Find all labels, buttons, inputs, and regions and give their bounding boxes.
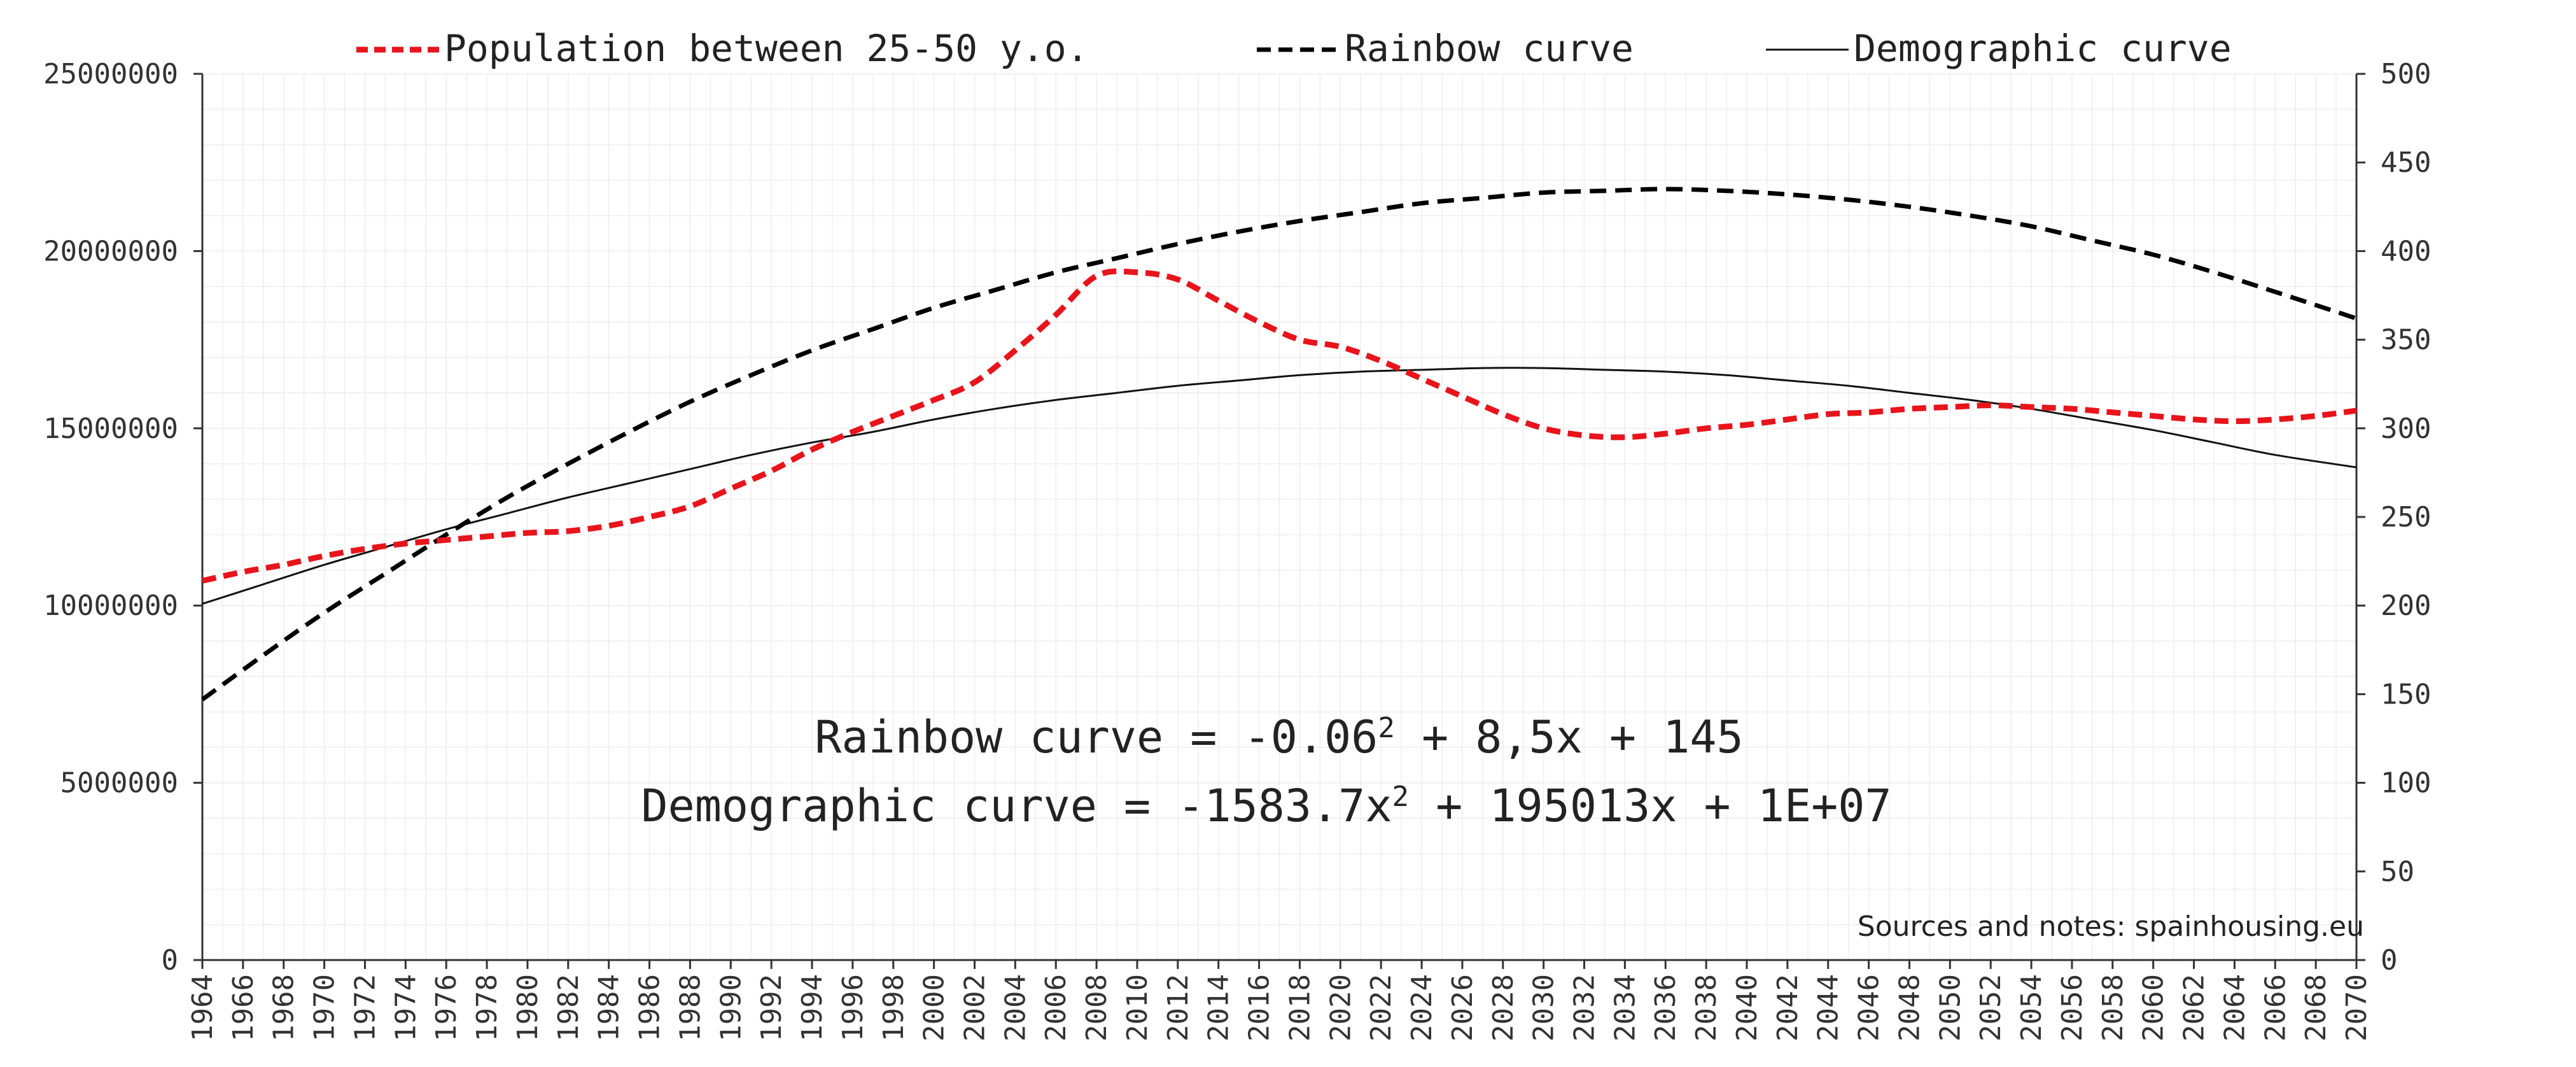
x-tick-label: 2010 <box>1121 974 1154 1042</box>
y2-tick-label: 250 <box>2381 501 2431 534</box>
x-tick-label: 2044 <box>1812 974 1845 1042</box>
rainbow-equation: Rainbow curve = -0.062 + 8,5x + 145 <box>815 711 1743 763</box>
x-tick-label: 1988 <box>674 974 706 1042</box>
x-tick-label: 2036 <box>1649 974 1682 1042</box>
x-tick-label: 2026 <box>1446 974 1479 1042</box>
population-between-25-50-y-o-line <box>202 268 2357 584</box>
x-tick-label: 2006 <box>1040 974 1072 1042</box>
y2-tick-label: 400 <box>2381 235 2431 267</box>
legend-label-demographic-curve: Demographic curve <box>1854 27 2232 70</box>
x-tick-label: 1992 <box>755 974 788 1042</box>
x-tick-label: 2060 <box>2138 974 2170 1042</box>
y2-tick-label: 150 <box>2381 678 2431 710</box>
rainbow-equation-tail: + 8,5x + 145 <box>1395 711 1744 763</box>
x-tick-label: 1976 <box>430 974 463 1042</box>
series <box>200 187 2358 702</box>
y-tick-label: 10000000 <box>43 590 178 622</box>
x-tick-label: 1996 <box>837 974 869 1042</box>
x-tick-label: 2028 <box>1487 974 1520 1042</box>
annotations: Rainbow curve = -0.062 + 8,5x + 145 Demo… <box>641 711 2364 943</box>
x-tick-label: 1966 <box>227 974 260 1042</box>
x-tick-label: 2014 <box>1203 974 1235 1042</box>
x-tick-label: 1964 <box>186 974 219 1042</box>
x-tick-label: 2000 <box>918 974 951 1042</box>
x-tick-label: 2038 <box>1690 974 1723 1042</box>
x-tick-label: 2052 <box>1975 974 2007 1042</box>
x-tick-label: 2012 <box>1162 974 1194 1042</box>
y2-tick-label: 300 <box>2381 413 2431 445</box>
x-tick-label: 2008 <box>1081 974 1113 1042</box>
x-tick-label: 1968 <box>268 974 300 1042</box>
demographic-equation: Demographic curve = -1583.7x2 + 195013x … <box>641 780 1891 832</box>
y2-tick-label: 50 <box>2381 856 2414 888</box>
demographic-curve-line <box>202 367 2357 605</box>
x-tick-label: 1974 <box>389 974 422 1042</box>
x-tick-label: 2068 <box>2300 974 2332 1042</box>
x-tick-label: 2048 <box>1893 974 1926 1042</box>
y-tick-label: 15000000 <box>43 413 178 445</box>
x-tick-label: 2042 <box>1772 974 1804 1042</box>
x-tick-label: 2024 <box>1406 974 1438 1042</box>
x-tick-label: 2064 <box>2218 974 2251 1042</box>
demographic-equation-tail: + 195013x + 1E+07 <box>1409 780 1892 832</box>
demographic-equation-superscript: 2 <box>1392 781 1409 813</box>
y-tick-label: 25000000 <box>43 58 178 90</box>
x-tick-label: 2056 <box>2056 974 2089 1042</box>
x-tick-label: 1980 <box>512 974 544 1042</box>
x-tick-label: 1986 <box>634 974 666 1042</box>
x-tick-label: 2030 <box>1528 974 1560 1042</box>
y2-tick-label: 200 <box>2381 590 2431 622</box>
x-tick-label: 1990 <box>715 974 747 1042</box>
y2-tick-label: 100 <box>2381 767 2431 800</box>
source-note: Sources and notes: spainhousing.eu <box>1858 910 2364 943</box>
legend: Population between 25-50 y.o. Rainbow cur… <box>356 27 2232 70</box>
y-tick-label: 5000000 <box>60 767 178 800</box>
x-tick-label: 2062 <box>2178 974 2211 1042</box>
x-tick-label: 2034 <box>1609 974 1641 1042</box>
x-tick-label: 1972 <box>349 974 381 1042</box>
x-tick-label: 2040 <box>1731 974 1763 1042</box>
y-tick-label: 20000000 <box>43 235 178 267</box>
y2-tick-label: 0 <box>2381 944 2398 977</box>
x-tick-label: 2022 <box>1365 974 1397 1042</box>
x-tick-label: 2070 <box>2341 974 2373 1042</box>
x-tick-label: 2032 <box>1569 974 1601 1042</box>
rainbow-curve-line <box>200 187 2358 702</box>
y2-tick-label: 500 <box>2381 58 2431 90</box>
y2-tick-label: 350 <box>2381 324 2431 357</box>
x-tick-label: 2046 <box>1853 974 1886 1042</box>
legend-label-population-between-25-50-y-o: Population between 25-50 y.o. <box>444 27 1089 70</box>
x-tick-label: 1970 <box>309 974 341 1042</box>
x-tick-label: 1978 <box>471 974 503 1042</box>
x-tick-label: 2020 <box>1324 974 1357 1042</box>
x-tick-label: 2018 <box>1284 974 1316 1042</box>
x-tick-label: 2002 <box>958 974 991 1042</box>
x-tick-label: 1984 <box>593 974 626 1042</box>
x-tick-label: 2058 <box>2097 974 2129 1042</box>
x-tick-label: 2050 <box>1934 974 1966 1042</box>
grid <box>202 73 2357 961</box>
axes: 0 5000000 10000000 15000000 20000000 25000000… <box>43 58 2431 1042</box>
x-tick-label: 2066 <box>2259 974 2292 1042</box>
x-tick-label: 2054 <box>2015 974 2048 1042</box>
y-tick-label: 0 <box>162 944 179 977</box>
y2-tick-label: 450 <box>2381 146 2431 179</box>
x-tick-label: 2016 <box>1243 974 1276 1042</box>
legend-label-rainbow-curve: Rainbow curve <box>1345 27 1634 70</box>
rainbow-equation-superscript: 2 <box>1378 712 1395 744</box>
x-tick-label: 1994 <box>796 974 829 1042</box>
x-tick-label: 1982 <box>552 974 585 1042</box>
x-tick-label: 1998 <box>878 974 910 1042</box>
x-tick-label: 2004 <box>999 974 1032 1042</box>
